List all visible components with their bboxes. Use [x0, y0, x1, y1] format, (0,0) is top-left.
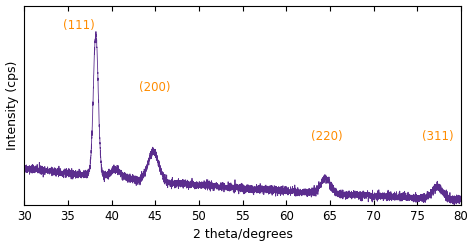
X-axis label: 2 theta/degrees: 2 theta/degrees: [192, 228, 292, 242]
Y-axis label: Intensity (cps): Intensity (cps): [6, 61, 18, 150]
Text: (200): (200): [139, 81, 171, 94]
Text: (220): (220): [311, 130, 342, 143]
Text: (111): (111): [64, 19, 95, 32]
Text: (311): (311): [422, 130, 453, 143]
